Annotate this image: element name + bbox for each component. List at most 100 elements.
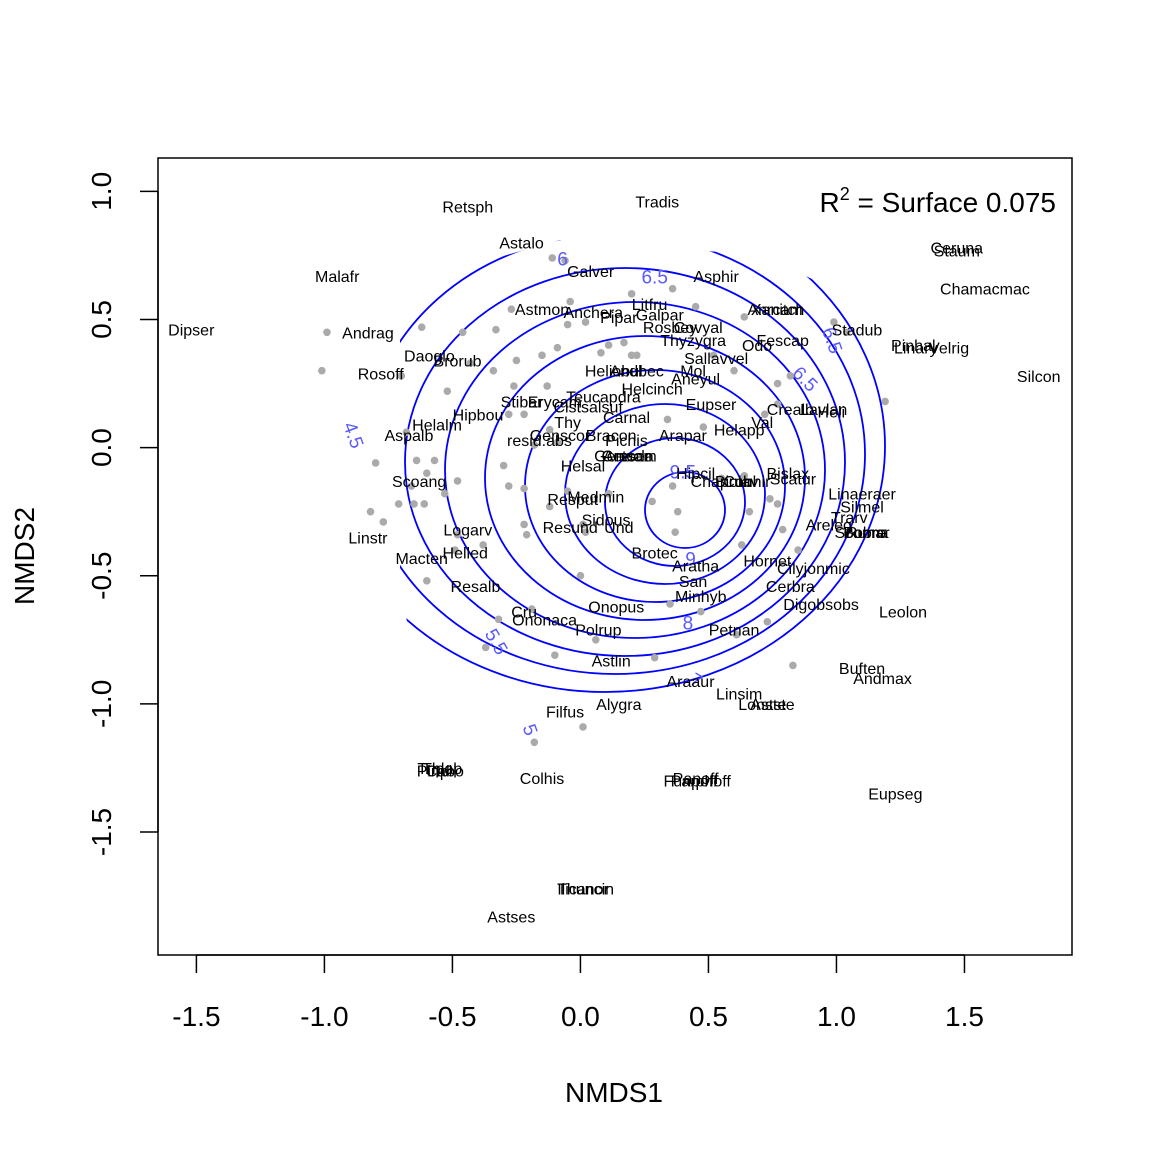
site-point: [604, 489, 613, 498]
species-label: Araaur: [667, 674, 716, 691]
species-label: San: [679, 574, 707, 591]
species-label: Bracon: [586, 428, 637, 445]
site-point: [510, 382, 518, 390]
site-point: [766, 495, 774, 503]
site-point: [366, 507, 375, 516]
species-label: Biolav: [715, 474, 759, 491]
species-label: Scatur: [770, 471, 817, 488]
contour-level-label: 9: [685, 549, 696, 570]
site-point: [778, 525, 787, 534]
species-label: resid.abs: [507, 433, 572, 450]
site-point: [745, 507, 754, 516]
contour-line: [484, 335, 806, 621]
species-label: Chaprub: [691, 474, 752, 491]
site-point: [579, 723, 587, 731]
site-point: [668, 482, 677, 490]
site-point: [545, 425, 554, 434]
contour-line: [644, 471, 726, 549]
site-point: [553, 438, 562, 447]
species-label: Ilicanor: [557, 881, 609, 898]
species-label: Cistsalsuf: [553, 400, 623, 417]
x-axis-title: NMDS1: [565, 1077, 663, 1108]
y-tick-label: -1.0: [86, 680, 117, 728]
site-point: [563, 320, 572, 329]
species-label: Alygra: [596, 697, 641, 714]
site-point: [566, 297, 574, 306]
species-label: Minhyb: [675, 589, 727, 606]
species-label: Helled: [443, 546, 488, 563]
site-point: [499, 461, 508, 470]
site-point: [627, 290, 636, 298]
contour-line: [400, 240, 886, 693]
species-label: Daoglo: [404, 348, 455, 365]
species-label: Logarv: [443, 523, 492, 540]
site-point: [699, 423, 708, 431]
site-point: [443, 387, 452, 396]
species-label: Parphoff: [671, 774, 732, 791]
site-point: [576, 571, 585, 580]
site-point: [794, 546, 802, 554]
site-point: [466, 359, 475, 367]
r-squared-superscript: 2: [840, 184, 850, 204]
site-point: [740, 471, 749, 480]
site-point: [737, 541, 746, 549]
site-point: [430, 456, 439, 465]
x-tick-label: 0.5: [689, 1001, 728, 1032]
site-point: [691, 302, 700, 311]
site-point: [453, 530, 462, 539]
species-label: Galver: [567, 264, 615, 281]
species-label: Helapp: [714, 423, 765, 440]
site-point: [591, 635, 600, 644]
site-point: [763, 618, 772, 626]
species-label: Aratha: [672, 558, 719, 575]
species-label: Astmon: [515, 302, 569, 319]
species-label: Lavlan: [800, 402, 847, 419]
site-point: [717, 474, 726, 483]
site-point: [842, 328, 851, 337]
site-point: [732, 630, 741, 639]
species-label: Thlap: [422, 761, 462, 778]
species-label: Cetcam: [602, 448, 657, 465]
site-point: [648, 497, 656, 506]
site-point: [773, 379, 782, 388]
site-point: [504, 482, 513, 490]
site-point: [709, 351, 718, 360]
species-label: Linstr: [348, 530, 388, 547]
species-label: Stadub: [832, 323, 883, 340]
species-label: Stibar: [501, 394, 543, 411]
species-label: Cru: [511, 605, 537, 622]
species-label: Bobro: [843, 525, 886, 542]
site-point: [407, 482, 416, 490]
species-label: Odo: [742, 338, 772, 355]
site-point: [671, 528, 679, 536]
species-label: Linsim: [716, 687, 762, 704]
species-label: Thuncin: [557, 881, 614, 898]
species-label: Linaeraer: [828, 487, 896, 504]
site-point: [673, 507, 682, 516]
species-label: Carnal: [603, 410, 650, 427]
species-label: Andrag: [342, 325, 394, 342]
species-label: Andbec: [610, 364, 664, 381]
species-label: Hornet: [743, 553, 792, 570]
species-label: Polrup: [575, 623, 621, 640]
species-label: Xanitch: [751, 302, 804, 319]
site-point: [507, 305, 516, 313]
site-point: [492, 325, 500, 334]
species-label: Val: [751, 415, 773, 432]
x-tick-label: 1.0: [817, 1001, 856, 1032]
r-squared-text: = Surface 0.075: [850, 187, 1056, 218]
species-label: Litfru: [632, 297, 668, 314]
species-label: Hipbou: [453, 407, 504, 424]
species-label: Erycam: [528, 394, 582, 411]
x-tick-label: 1.5: [945, 1001, 984, 1032]
site-point: [551, 651, 559, 659]
species-label: Helsal: [561, 459, 605, 476]
y-tick-label: -0.5: [86, 552, 117, 600]
site-point: [520, 484, 528, 493]
species-label: Silmel: [840, 500, 884, 517]
contour-lines: [400, 240, 886, 693]
species-label: Und: [604, 520, 633, 537]
site-point: [538, 351, 546, 360]
species-label: Chamacmac: [940, 282, 1030, 299]
